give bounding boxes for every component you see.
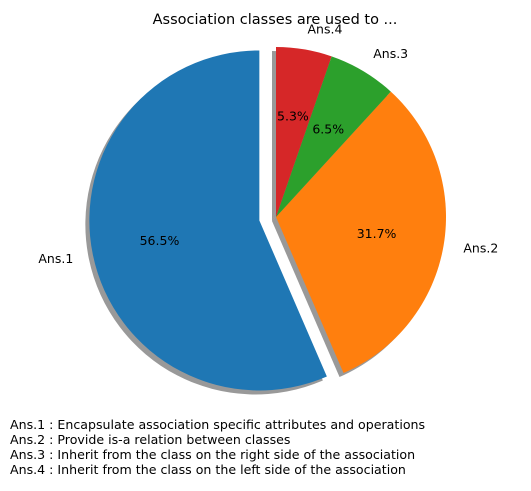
- slice-label-ans3: Ans.3: [373, 46, 408, 61]
- slice-percent-ans2: 31.7%: [357, 226, 397, 241]
- pie-slice-layer: [89, 47, 446, 390]
- pie-chart-svg: Association classes are used to ... Ans.…: [0, 0, 531, 410]
- chart-title: Association classes are used to ...: [153, 12, 398, 28]
- slice-label-ans4: Ans.4: [307, 22, 342, 37]
- slice-label-ans1: Ans.1: [38, 251, 73, 266]
- slice-percent-ans1: 56.5%: [140, 233, 180, 248]
- slice-percent-ans3: 6.5%: [312, 121, 344, 136]
- answer-notes: Ans.1 : Encapsulate association specific…: [10, 417, 425, 477]
- note-ans4: Ans.4 : Inherit from the class on the le…: [10, 462, 425, 477]
- note-ans2: Ans.2 : Provide is-a relation between cl…: [10, 432, 425, 447]
- note-ans1: Ans.1 : Encapsulate association specific…: [10, 417, 425, 432]
- note-ans3: Ans.3 : Inherit from the class on the ri…: [10, 447, 425, 462]
- slice-percent-ans4: 5.3%: [277, 108, 309, 123]
- slice-label-ans2: Ans.2: [463, 240, 498, 255]
